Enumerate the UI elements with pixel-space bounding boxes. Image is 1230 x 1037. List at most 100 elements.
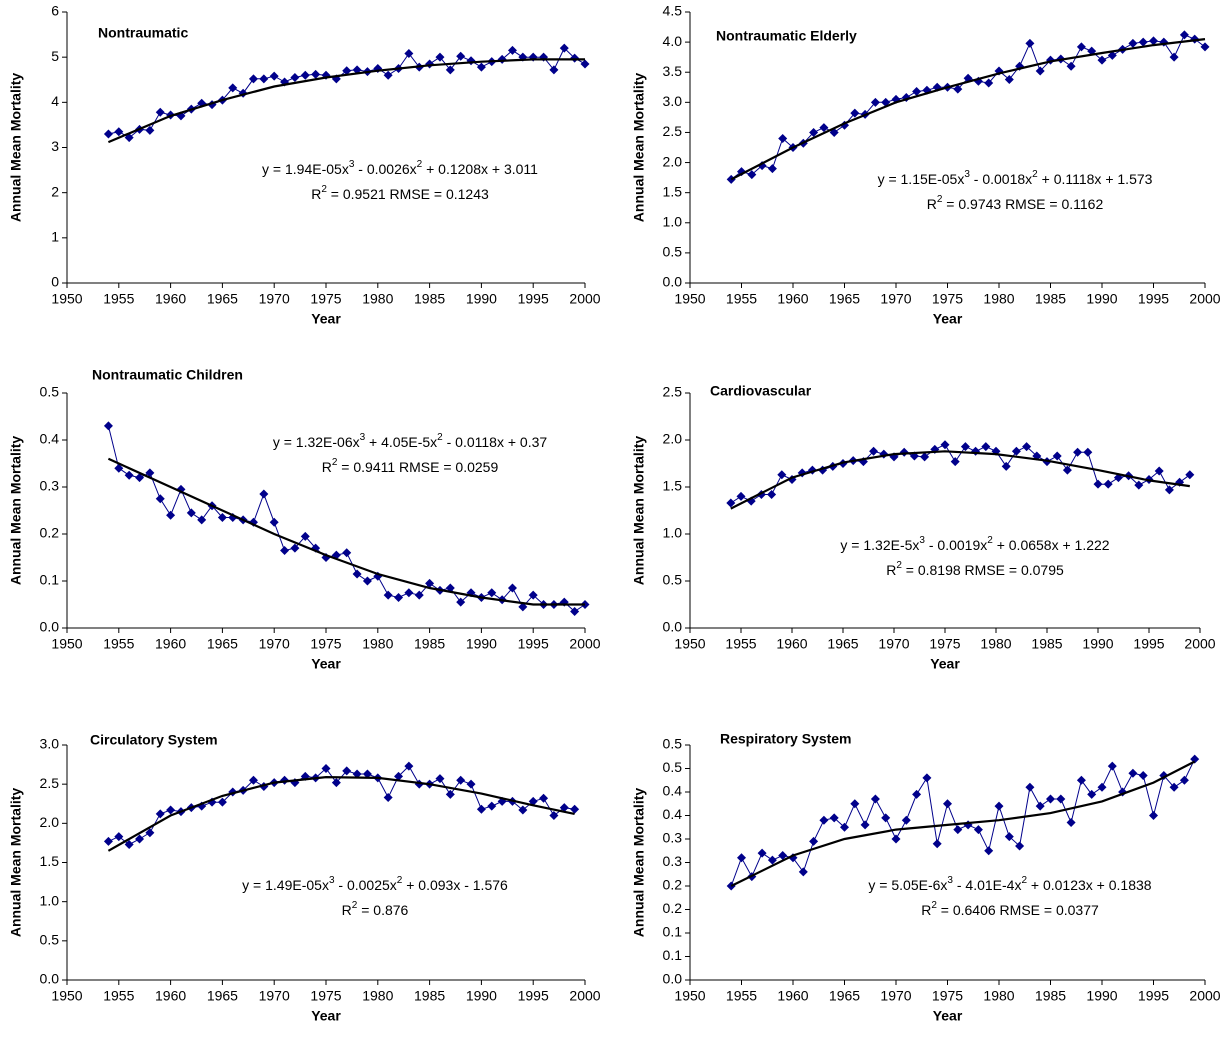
- data-point: [1149, 36, 1158, 46]
- annotation-part: R: [886, 562, 896, 578]
- data-point: [342, 66, 352, 76]
- data-point: [809, 127, 819, 137]
- data-point: [1004, 832, 1014, 842]
- data-point: [899, 447, 909, 457]
- data-point: [1128, 38, 1138, 48]
- data-point: [809, 836, 819, 846]
- data-point: [321, 764, 331, 773]
- data-point: [950, 457, 960, 467]
- data-point: [798, 867, 808, 877]
- data-point: [940, 440, 950, 450]
- data-point: [186, 508, 196, 518]
- x-tick-label: 1980: [983, 988, 1014, 1004]
- trend-line: [730, 450, 1190, 510]
- data-point: [912, 86, 922, 96]
- y-tick-label: 3.5: [663, 63, 683, 79]
- data-point: [943, 799, 952, 809]
- data-point: [539, 793, 549, 803]
- annotation-part: R: [342, 902, 352, 918]
- superscript: 2: [896, 560, 902, 571]
- y-tick-label: 0.2: [663, 877, 683, 893]
- data-point: [1185, 470, 1195, 480]
- data-point: [1154, 466, 1164, 476]
- data-line: [730, 758, 1196, 887]
- data-point: [850, 108, 860, 118]
- data-point: [1066, 61, 1076, 71]
- data-point: [404, 761, 414, 771]
- data-point: [1022, 442, 1032, 452]
- data-point: [114, 832, 124, 842]
- data-point: [414, 590, 424, 600]
- annotation: y = 1.32E-06x3 + 4.05E-5x2 - 0.0118x + 0…: [273, 432, 548, 450]
- y-axis-label: Annual Mean Mortality: [8, 73, 24, 223]
- y-tick-label: 0.4: [663, 783, 683, 799]
- x-tick-label: 1970: [880, 291, 911, 307]
- x-tick-label: 1960: [777, 291, 808, 307]
- data-point: [352, 569, 362, 579]
- data-point: [767, 164, 777, 174]
- superscript: 3: [360, 432, 366, 443]
- data-point: [1134, 480, 1144, 490]
- trend-line: [107, 457, 585, 606]
- data-line: [107, 425, 586, 613]
- data-point: [300, 70, 310, 80]
- data-point: [953, 84, 963, 94]
- data-point: [103, 836, 113, 846]
- x-tick-label: 1950: [51, 291, 82, 307]
- y-tick-label: 5: [51, 48, 59, 64]
- y-tick-label: 0.0: [40, 619, 60, 635]
- data-point: [819, 815, 829, 825]
- data-point: [829, 813, 839, 823]
- data-point: [269, 517, 279, 527]
- y-tick-label: 1.5: [40, 853, 60, 869]
- x-tick-label: 1975: [310, 988, 341, 1004]
- data-point: [1128, 768, 1138, 778]
- data-point: [518, 602, 528, 612]
- annotation-part: - 0.0025x: [335, 877, 397, 893]
- data-point: [145, 125, 155, 135]
- x-tick-label: 1970: [259, 636, 290, 652]
- y-tick-label: 0: [51, 274, 59, 290]
- data-point: [280, 545, 290, 555]
- x-tick-label: 1990: [466, 988, 497, 1004]
- y-axis-label: Annual Mean Mortality: [631, 788, 647, 938]
- y-tick-label: 2.5: [40, 775, 60, 791]
- chart-title: Cardiovascular: [710, 383, 812, 399]
- x-tick-label: 1975: [932, 988, 963, 1004]
- x-tick-label: 1980: [362, 291, 393, 307]
- x-tick-label: 1960: [155, 291, 186, 307]
- superscript: 3: [329, 875, 335, 886]
- data-point: [932, 839, 942, 849]
- data-point: [840, 822, 849, 832]
- y-tick-label: 0.4: [40, 431, 60, 447]
- x-axis-label: Year: [933, 1008, 963, 1024]
- x-tick-label: 1950: [674, 988, 705, 1004]
- y-tick-label: 0.3: [663, 830, 683, 846]
- trend-line: [107, 775, 575, 852]
- annotation-part: y = 1.15E-05x: [878, 171, 965, 187]
- data-point: [870, 97, 880, 107]
- x-tick-label: 1985: [414, 988, 445, 1004]
- annotation-part: - 0.0026x: [354, 161, 416, 177]
- annotation-part: = 0.8198 RMSE = 0.0795: [902, 562, 1064, 578]
- superscript: 2: [987, 535, 993, 546]
- x-tick-label: 1955: [103, 988, 134, 1004]
- data-point: [971, 446, 981, 456]
- annotation: y = 1.94E-05x3 - 0.0026x2 + 0.1208x + 3.…: [262, 159, 538, 177]
- x-tick-label: 1970: [259, 988, 290, 1004]
- data-point: [1066, 818, 1076, 828]
- annotation-part: - 0.0018x: [970, 171, 1032, 187]
- superscript: 3: [964, 169, 970, 180]
- x-tick-label: 1960: [776, 636, 807, 652]
- annotation: y = 5.05E-6x3 - 4.01E-4x2 + 0.0123x + 0.…: [868, 875, 1151, 893]
- x-tick-label: 1955: [103, 291, 134, 307]
- data-point: [155, 809, 165, 819]
- y-axis-label: Annual Mean Mortality: [631, 73, 647, 223]
- data-point: [1025, 38, 1035, 48]
- y-tick-label: 0.5: [663, 759, 683, 775]
- annotation-part: - 4.01E-4x: [953, 877, 1021, 893]
- data-point: [518, 805, 528, 815]
- superscript: 2: [1021, 875, 1027, 886]
- x-tick-label: 1955: [103, 636, 134, 652]
- chart-title: Respiratory System: [720, 731, 852, 747]
